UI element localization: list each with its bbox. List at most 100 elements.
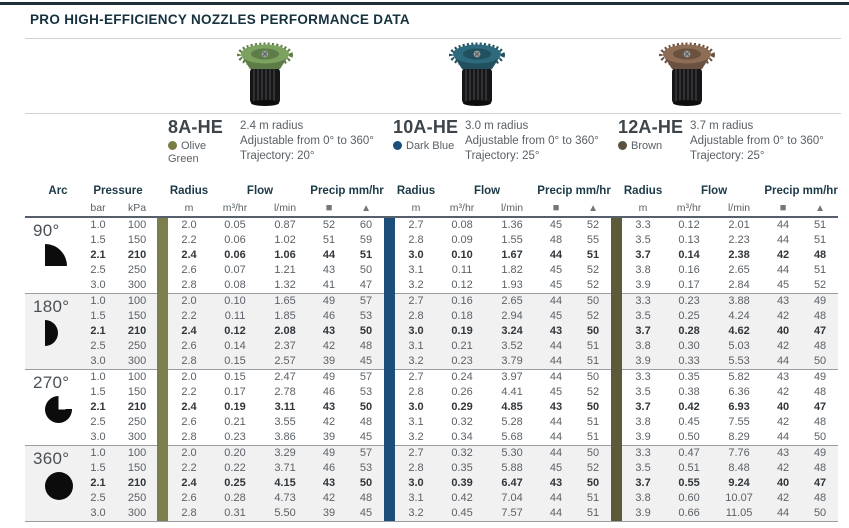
nozzle-12a-illustration	[659, 42, 715, 106]
table-cell: 0.22	[224, 462, 246, 474]
separator-bar	[384, 354, 396, 370]
table-cell: 59	[359, 234, 373, 246]
table-cell: 48	[813, 492, 827, 504]
table-cell: 52	[586, 462, 600, 474]
separator-bar	[157, 248, 169, 263]
half-circle-icon	[45, 320, 58, 346]
separator-bar	[157, 278, 169, 294]
table-cell: 52	[586, 264, 600, 276]
col-header-flow: Flow	[473, 185, 501, 197]
table-cell: 2.65	[487, 293, 538, 309]
table-cell: 210	[127, 325, 147, 337]
table-cell: 3.0	[408, 477, 424, 489]
table-cell: 5.03	[728, 340, 750, 352]
table-cell: 48	[813, 340, 827, 352]
table-cell: 42	[776, 386, 790, 398]
top-border	[0, 2, 849, 5]
table-cell: 50	[359, 401, 373, 413]
col-header-precip: Precip mm/hr	[310, 185, 384, 197]
table-cell: 3.71	[274, 462, 296, 474]
table-cell: 49	[310, 369, 349, 385]
table-cell: 4.24	[728, 310, 750, 322]
table-cell: 50	[586, 477, 600, 489]
separator-bar	[157, 430, 169, 446]
header-separator	[611, 183, 622, 199]
nozzle-info-8a: 8A-HE Olive Green 2.4 m radius Adjustabl…	[168, 117, 393, 166]
table-cell: 2.8	[408, 310, 424, 322]
separator-bar	[157, 415, 169, 430]
table-cell: 2.5	[90, 416, 106, 428]
separator-bar	[611, 445, 623, 461]
table-cell: 0.26	[451, 386, 473, 398]
table-cell: 0.25	[678, 310, 700, 322]
nozzle-name: 10A-HE	[393, 117, 459, 137]
table-cell: 53	[359, 310, 373, 322]
separator-bar	[384, 278, 396, 294]
table-cell: 6.36	[728, 386, 750, 398]
table-cell: 48	[813, 249, 827, 261]
table-cell: 0.08	[437, 216, 488, 233]
table-cell: 3.9	[635, 431, 651, 443]
table-cell: 48	[813, 310, 827, 322]
table-cell: 6.93	[728, 401, 750, 413]
nozzle-color-name: Dark Blue	[406, 140, 455, 152]
table-cell: 3.5	[635, 386, 651, 398]
table-cell: 60	[348, 216, 385, 233]
table-cell: 10.07	[725, 492, 753, 504]
arc-label: 270°	[33, 373, 70, 392]
table-cell: 43	[322, 264, 336, 276]
table-cell: 3.1	[408, 340, 424, 352]
subheader-m3hr: m³/hr	[449, 201, 475, 214]
table-cell: 50	[586, 325, 600, 337]
table-cell: 44	[776, 507, 790, 519]
table-cell: 57	[348, 445, 385, 461]
separator-bar	[157, 506, 169, 522]
table-cell: 41	[322, 279, 336, 291]
separator-bar	[611, 461, 623, 476]
square-icon: ■	[325, 201, 333, 214]
table-cell: 2.6	[181, 492, 197, 504]
table-cell: 49	[802, 445, 839, 461]
table-cell: 2.4	[181, 401, 197, 413]
table-cell: 45	[359, 507, 373, 519]
table-cell: 50	[575, 369, 612, 385]
separator-bar	[611, 233, 623, 248]
table-cell: 0.28	[224, 492, 246, 504]
nozzle-image-12a	[658, 42, 716, 108]
table-cell: 0.06	[224, 234, 246, 246]
separator-bar	[611, 476, 623, 491]
subheader-m3hr: m³/hr	[676, 201, 702, 214]
subheader-m: m	[411, 201, 421, 214]
table-cell: 3.7	[635, 325, 651, 337]
table-cell: 2.8	[181, 355, 197, 367]
separator-bar	[384, 339, 396, 354]
spec-trajectory: Trajectory: 20°	[240, 150, 315, 162]
table-cell: 2.08	[274, 325, 296, 337]
table-cell: 43	[322, 477, 336, 489]
separator-bar	[611, 354, 623, 370]
table-cell: 51	[802, 216, 839, 233]
table-row: 2.1 210 2.4 0.19 3.11 43 50 3.0 0.29 4.85 43 50 3.7 0…	[25, 400, 838, 415]
table-cell: 43	[549, 325, 563, 337]
table-cell: 0.66	[678, 507, 700, 519]
table-row: 3.0 300 2.8 0.23 3.86 39 45 3.2 0.34 5.68 44 51 3.9 0…	[25, 430, 838, 446]
separator-bar	[611, 339, 623, 354]
table-cell: 3.1	[408, 264, 424, 276]
table-cell: 45	[359, 355, 373, 367]
table-cell: 0.09	[451, 234, 473, 246]
nozzle-10a-illustration	[449, 42, 505, 106]
table-cell: 44	[537, 369, 576, 385]
spec-radius: 3.7 m radius	[690, 120, 754, 132]
separator-bar	[157, 354, 169, 370]
separator-bar	[611, 506, 623, 522]
nozzle-color-label: Olive Green	[168, 140, 234, 166]
table-cell: 2.8	[408, 386, 424, 398]
table-cell: 6.47	[501, 477, 523, 489]
col-header-radius: Radius	[169, 185, 209, 197]
olive-green-dot-icon	[168, 141, 177, 150]
table-cell: 0.42	[451, 492, 473, 504]
table-cell: 0.50	[678, 431, 700, 443]
table-row: 2.5 250 2.6 0.07 1.21 43 50 3.1 0.11 1.82 45 52 3.8 0…	[25, 263, 838, 278]
table-cell: 46	[322, 386, 336, 398]
table-cell: 1.0	[79, 445, 117, 461]
